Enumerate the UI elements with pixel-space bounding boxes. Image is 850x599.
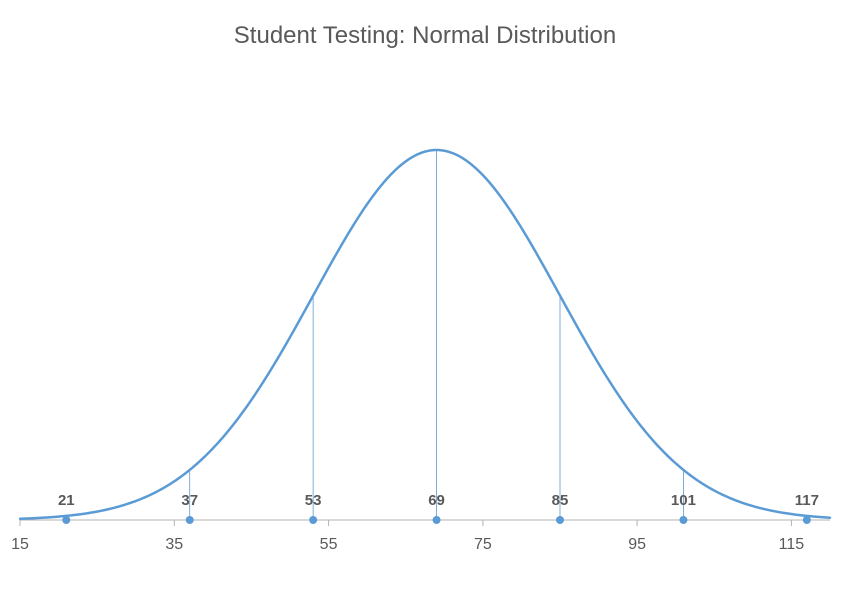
normal-distribution-chart	[0, 80, 850, 599]
marker-label: 69	[428, 492, 445, 509]
distribution-curve	[20, 150, 830, 519]
axis-tick-label: 15	[11, 536, 29, 554]
axis-tick-label: 75	[474, 536, 492, 554]
marker-label: 37	[181, 492, 198, 509]
marker-label: 53	[305, 492, 322, 509]
chart-container: 15 35 55 75 95 115 21 37 53 69 85 101 117	[0, 80, 850, 599]
axis-tick-label: 115	[779, 536, 805, 554]
axis-tick-label: 35	[165, 536, 183, 554]
chart-title: Student Testing: Normal Distribution	[0, 22, 850, 50]
marker-label: 101	[671, 492, 696, 509]
marker-dot	[309, 516, 317, 524]
axis-tick-label: 55	[320, 536, 338, 554]
marker-dot	[556, 516, 564, 524]
marker-dot	[679, 516, 687, 524]
marker-label: 85	[552, 492, 569, 509]
marker-label: 21	[58, 492, 75, 509]
marker-dot	[803, 516, 811, 524]
marker-label: 117	[795, 492, 819, 509]
marker-dot	[433, 516, 441, 524]
axis-tick-label: 95	[628, 536, 646, 554]
marker-dot	[186, 516, 194, 524]
marker-dot	[62, 516, 70, 524]
